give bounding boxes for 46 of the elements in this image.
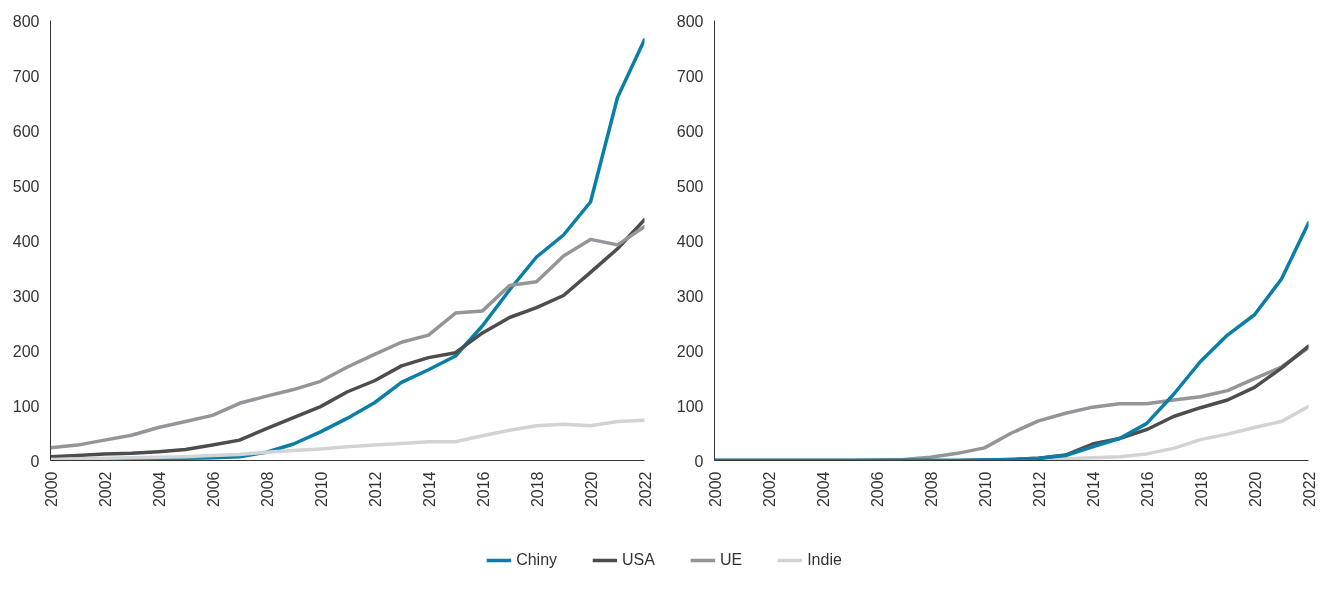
y-tick-label: 600 [12, 122, 40, 140]
x-tick-label: 2010 [312, 471, 330, 508]
y-tick-label: 300 [676, 287, 704, 305]
x-tick-label: 2012 [366, 471, 384, 508]
x-tick-label: 2004 [150, 471, 168, 508]
y-tick-label: 500 [676, 177, 704, 195]
y-tick-label: 200 [676, 342, 704, 360]
y-tick-label: 100 [12, 397, 40, 415]
x-tick-label: 2020 [1246, 471, 1264, 508]
y-tick-label: 600 [676, 122, 704, 140]
x-tick-label: 2016 [1138, 471, 1156, 508]
x-tick-label: 2008 [922, 471, 940, 508]
legend-label: UE [719, 551, 743, 569]
x-tick-label: 2014 [420, 471, 438, 508]
legend-label: Chiny [516, 551, 558, 569]
x-tick-label: 2020 [582, 471, 600, 508]
y-tick-label: 300 [12, 287, 40, 305]
y-tick-label: 700 [12, 67, 40, 85]
y-tick-label: 700 [676, 67, 704, 85]
x-tick-label: 2018 [528, 471, 546, 508]
y-tick-label: 200 [12, 342, 40, 360]
y-tick-label: 0 [694, 452, 704, 470]
x-tick-label: 2012 [1030, 471, 1048, 508]
x-tick-label: 2010 [976, 471, 994, 508]
x-tick-label: 2022 [636, 471, 654, 508]
x-tick-label: 2002 [96, 471, 114, 508]
x-tick-label: 2000 [706, 471, 724, 508]
y-tick-label: 500 [12, 177, 40, 195]
x-tick-label: 2014 [1084, 471, 1102, 508]
y-tick-label: 800 [12, 12, 40, 30]
x-tick-label: 2002 [760, 471, 778, 508]
y-tick-label: 800 [676, 12, 704, 30]
legend-label: USA [622, 551, 655, 569]
y-tick-label: 400 [12, 232, 40, 250]
x-tick-label: 2000 [42, 471, 60, 508]
x-tick-label: 2016 [474, 471, 492, 508]
y-tick-label: 0 [30, 452, 40, 470]
x-tick-label: 2018 [1192, 471, 1210, 508]
y-tick-label: 400 [676, 232, 704, 250]
y-tick-label: 100 [676, 397, 704, 415]
legend-label: Indie [807, 551, 842, 569]
x-tick-label: 2022 [1300, 471, 1318, 508]
x-tick-label: 2006 [204, 471, 222, 508]
x-tick-label: 2004 [814, 471, 832, 508]
x-tick-label: 2008 [258, 471, 276, 508]
x-tick-label: 2006 [868, 471, 886, 508]
